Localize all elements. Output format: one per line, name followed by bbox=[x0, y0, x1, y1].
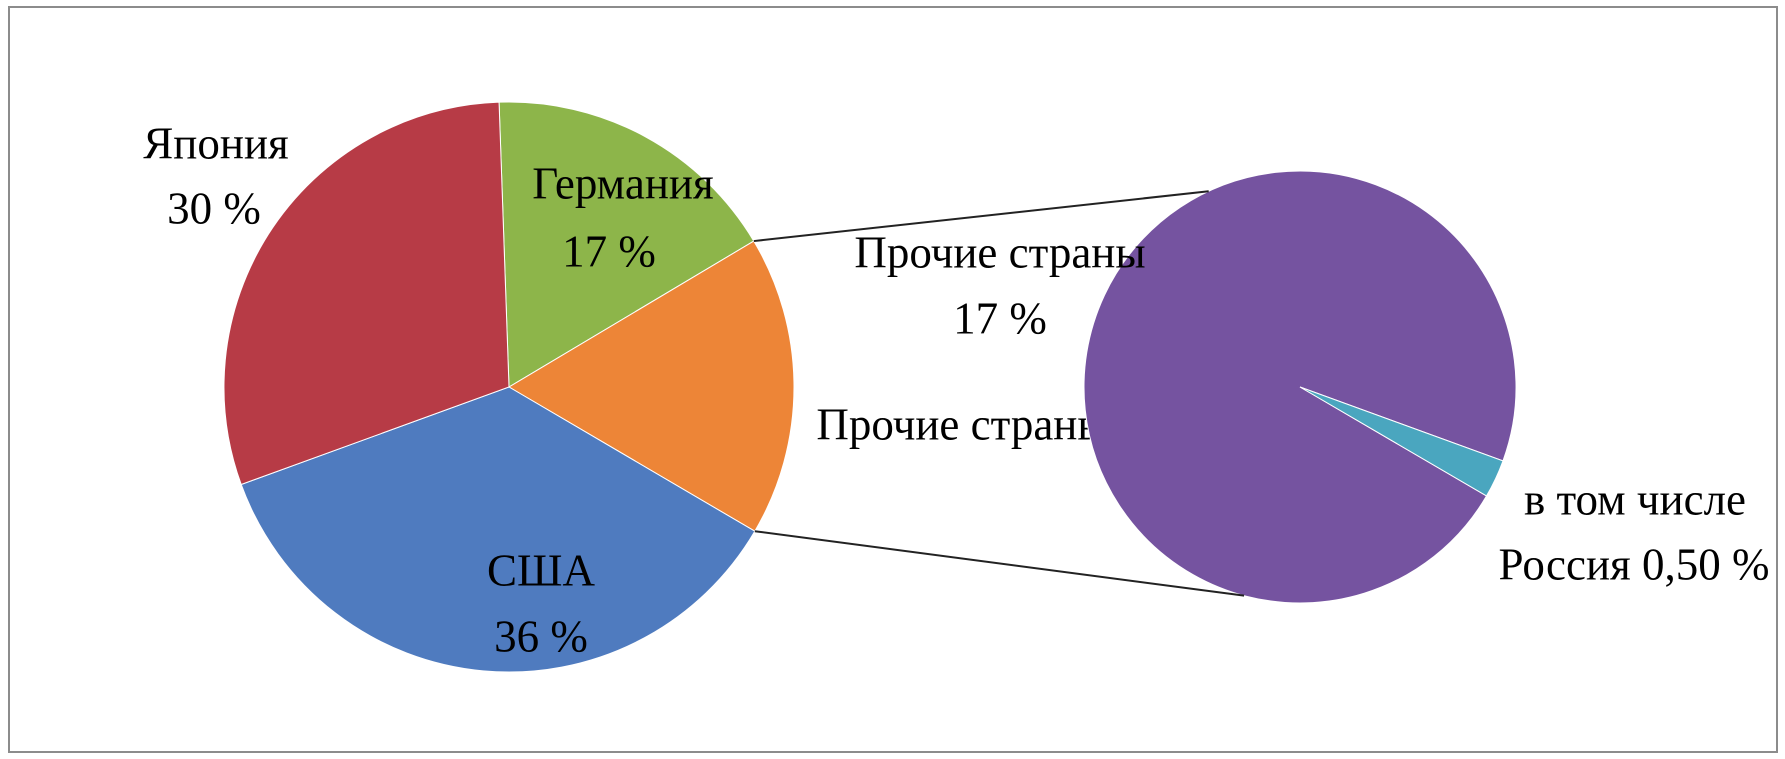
slice-value-label: 17 % bbox=[953, 293, 1047, 343]
slice-label: Прочие страны bbox=[816, 399, 1107, 449]
pie-slice bbox=[498, 101, 755, 388]
slice-value-label: 36 % bbox=[494, 611, 588, 661]
slice-label: Прочие страны bbox=[854, 227, 1145, 277]
slice-value-label: 17 % bbox=[562, 226, 656, 276]
connector-line bbox=[753, 190, 1209, 243]
pie-slice bbox=[1299, 386, 1504, 497]
slice-label: США bbox=[487, 545, 595, 595]
connector-line bbox=[754, 530, 1245, 597]
slice-value-label: Россия 0,50 % bbox=[1499, 539, 1770, 589]
pie-slice bbox=[223, 101, 510, 486]
slice-label: Германия bbox=[532, 158, 713, 208]
slice-value-label: 30 % bbox=[167, 183, 261, 233]
pie-slice bbox=[508, 240, 795, 532]
slice-label: в том числе bbox=[1524, 474, 1746, 524]
pie-slice bbox=[240, 386, 756, 673]
slice-label: Япония bbox=[143, 118, 288, 168]
